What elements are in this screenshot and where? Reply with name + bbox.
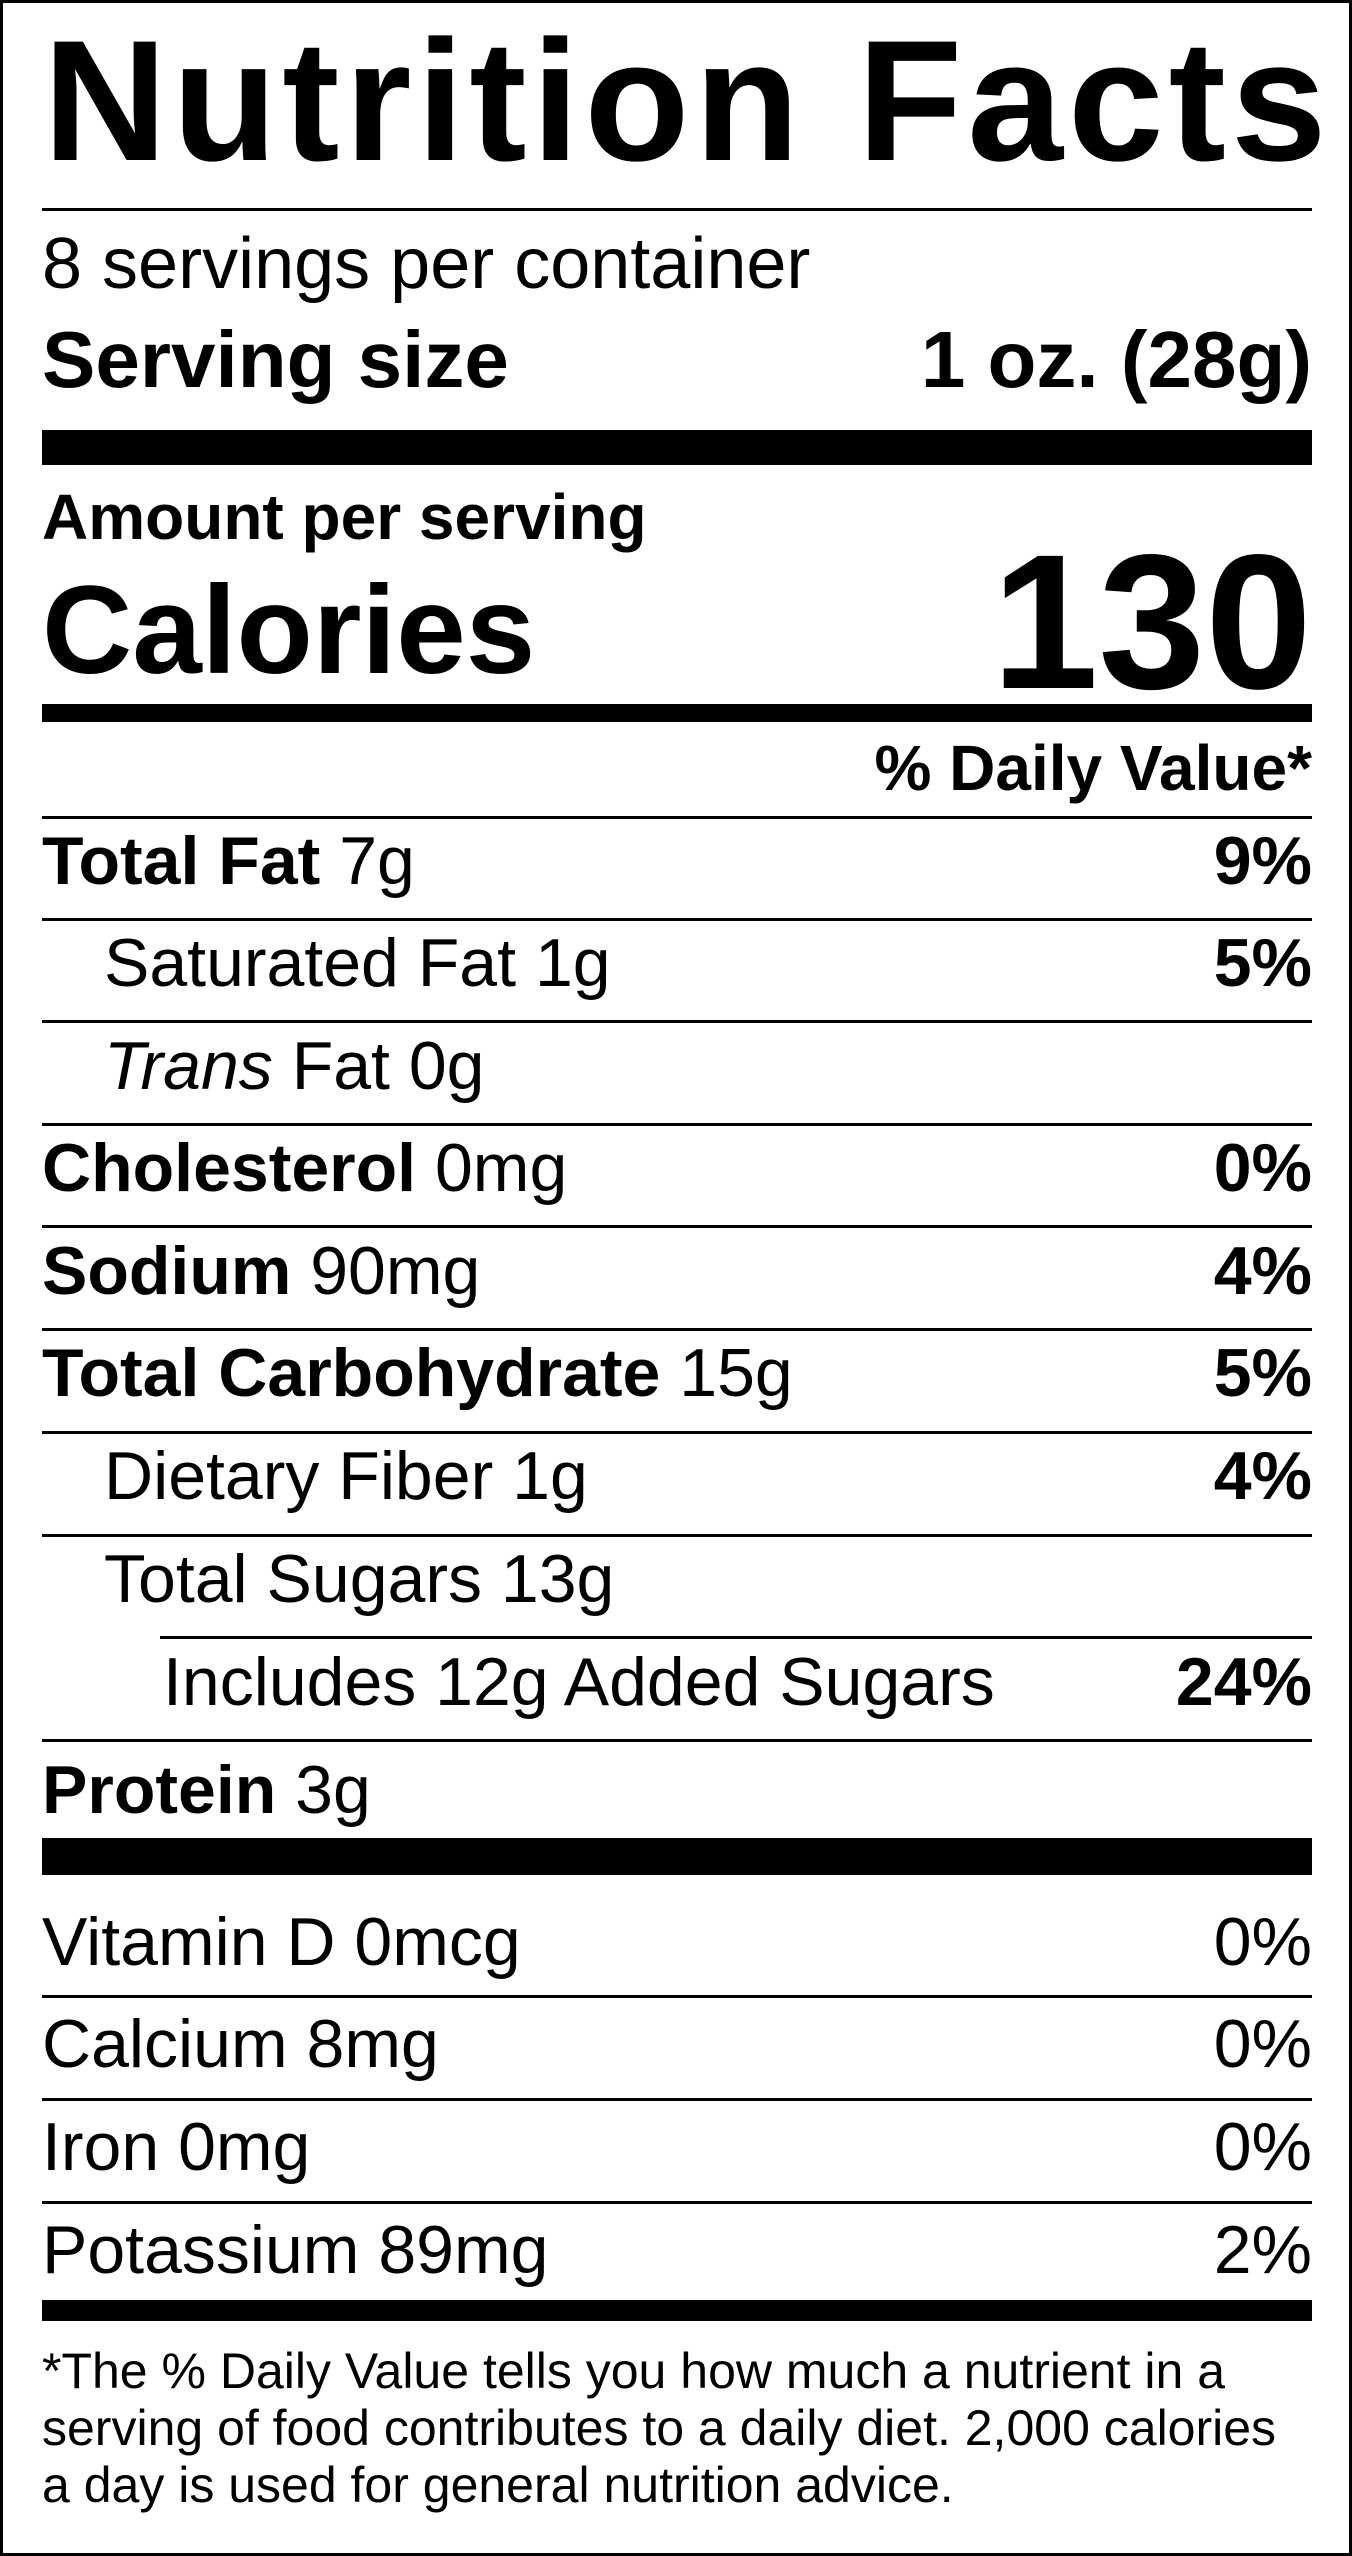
vitamin-dv: 2% <box>1213 2212 1312 2288</box>
nutrient-dv: 4% <box>1213 1233 1312 1309</box>
medium-divider <box>42 2300 1312 2321</box>
divider <box>42 1225 1312 1228</box>
divider <box>42 2201 1312 2204</box>
nutrient-dv: 24% <box>1175 1644 1312 1720</box>
nutrient-dv: 4% <box>1213 1438 1312 1514</box>
nutrient-total-fat: Total Fat 7g <box>42 823 415 899</box>
amount-per-serving: Amount per serving <box>42 481 647 553</box>
nutrient-saturated-fat: Saturated Fat 1g <box>104 925 611 1001</box>
divider <box>42 1534 1312 1537</box>
vitamin-dv: 0% <box>1213 2109 1312 2185</box>
iron: Iron 0mg <box>42 2109 311 2185</box>
divider <box>42 1328 1312 1331</box>
divider <box>42 1123 1312 1126</box>
vitamin-dv: 0% <box>1213 1904 1312 1980</box>
nutrient-cholesterol: Cholesterol 0mg <box>42 1130 568 1206</box>
calories-label: Calories <box>42 561 536 700</box>
serving-size-label: Serving size <box>42 315 509 404</box>
thick-divider <box>42 1838 1312 1875</box>
calcium: Calcium 8mg <box>42 2006 439 2082</box>
nutrient-total-sugars: Total Sugars 13g <box>104 1541 615 1617</box>
nutrient-dv: 5% <box>1213 925 1312 1001</box>
serving-size-value: 1 oz. (28g) <box>920 315 1312 404</box>
potassium: Potassium 89mg <box>42 2212 549 2288</box>
calories-value: 130 <box>991 514 1312 729</box>
divider <box>42 816 1312 819</box>
divider <box>42 208 1312 211</box>
nutrient-total-carbohydrate: Total Carbohydrate 15g <box>42 1335 793 1411</box>
nutrient-trans-fat: Trans Fat 0g <box>104 1028 485 1104</box>
divider <box>42 918 1312 921</box>
divider <box>160 1636 1312 1639</box>
divider <box>42 1739 1312 1742</box>
footnote: *The % Daily Value tells you how much a … <box>42 2343 1277 2513</box>
vitamin-d: Vitamin D 0mcg <box>42 1904 521 1980</box>
vitamin-dv: 0% <box>1213 2006 1312 2082</box>
nutrient-sodium: Sodium 90mg <box>42 1233 481 1309</box>
nutrient-dv: 9% <box>1213 823 1312 899</box>
divider <box>42 1020 1312 1023</box>
servings-per-container: 8 servings per container <box>42 224 811 304</box>
thick-divider <box>42 430 1312 465</box>
divider <box>42 1995 1312 1998</box>
daily-value-header: % Daily Value* <box>874 732 1312 804</box>
medium-divider <box>42 704 1312 722</box>
label-title: Nutrition Facts <box>43 5 1332 197</box>
nutrient-dietary-fiber: Dietary Fiber 1g <box>104 1438 588 1514</box>
nutrient-dv: 5% <box>1213 1335 1312 1411</box>
nutrient-added-sugars: Includes 12g Added Sugars <box>163 1644 995 1720</box>
nutrient-dv: 0% <box>1213 1130 1312 1206</box>
divider <box>42 2098 1312 2101</box>
nutrient-protein: Protein 3g <box>42 1752 371 1828</box>
divider <box>42 1431 1312 1434</box>
